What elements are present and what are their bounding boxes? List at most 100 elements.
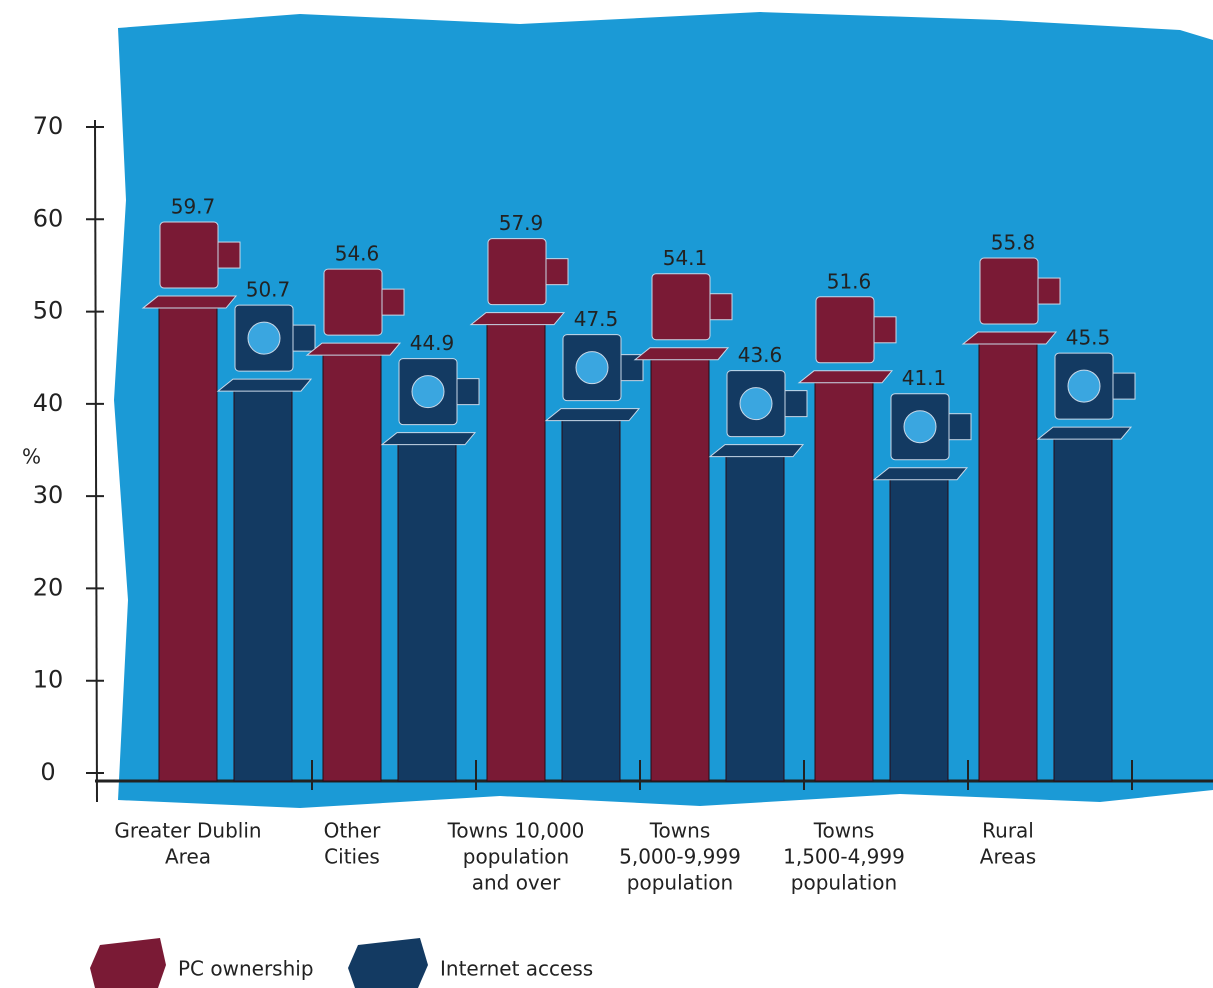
- bar-keyboard: [1036, 426, 1133, 440]
- bar-pillar: [814, 380, 874, 782]
- y-tick-label: 50: [33, 297, 64, 325]
- value-label: 51.6: [827, 269, 872, 293]
- bar-keyboard: [872, 467, 969, 481]
- value-label: 57.9: [499, 211, 544, 235]
- value-label: 55.8: [991, 231, 1036, 255]
- x-tick-label: Cities: [324, 845, 380, 869]
- bar-keyboard: [305, 342, 402, 356]
- x-tick-label: 1,500-4,999: [783, 845, 905, 869]
- y-tick-label: 60: [33, 204, 64, 232]
- bar-icon: [1067, 369, 1101, 403]
- value-label: 54.1: [663, 246, 708, 270]
- bar: [961, 257, 1061, 782]
- x-tick-label: population: [791, 871, 897, 895]
- bar-pillar: [561, 418, 621, 782]
- bar-pillar: [233, 388, 293, 782]
- bar: [380, 358, 480, 782]
- bar-monitor: [323, 268, 383, 336]
- y-tick-label: 10: [33, 666, 64, 694]
- x-tick-label: Areas: [980, 845, 1036, 869]
- bar-keyboard: [469, 312, 566, 326]
- x-tick-label: and over: [472, 871, 561, 895]
- bar-keyboard: [544, 408, 641, 422]
- y-axis-label: %: [22, 445, 41, 469]
- bar: [708, 370, 808, 782]
- legend-swatch-internet: [348, 938, 428, 988]
- bar-keyboard: [797, 370, 894, 384]
- x-tick-label: Towns: [813, 819, 875, 843]
- x-tick-label: population: [627, 871, 733, 895]
- y-tick-label: 30: [33, 481, 64, 509]
- bar-pillar: [725, 454, 785, 782]
- x-tick-label: Towns 10,000: [447, 819, 585, 843]
- bar: [797, 296, 897, 782]
- bar-monitor-back: [784, 390, 808, 418]
- x-tick-label: population: [463, 845, 569, 869]
- y-tick-label: 40: [33, 389, 64, 417]
- bar-monitor-back: [1037, 277, 1061, 305]
- bar: [305, 268, 405, 782]
- value-label: 59.7: [171, 195, 216, 219]
- value-label: 41.1: [902, 366, 947, 390]
- bar-keyboard: [961, 331, 1058, 345]
- x-tick-label: Towns: [649, 819, 711, 843]
- bar-monitor-back: [456, 378, 480, 406]
- bar-monitor: [651, 273, 711, 341]
- bar-monitor-back: [948, 413, 972, 441]
- bar-monitor-back: [1112, 372, 1136, 400]
- bar: [872, 393, 972, 782]
- bar-monitor-back: [381, 288, 405, 316]
- bar-pillar: [486, 322, 546, 782]
- bar-monitor: [979, 257, 1039, 325]
- value-label: 50.7: [246, 278, 291, 302]
- bar-pillar: [322, 352, 382, 782]
- bar-monitor-back: [217, 241, 241, 269]
- x-tick-label: Other: [324, 819, 382, 843]
- bar-pillar: [889, 477, 949, 782]
- bar-monitor: [815, 296, 875, 364]
- bar-icon: [247, 321, 281, 355]
- bar: [141, 221, 241, 782]
- y-axis: [94, 119, 98, 803]
- bar-pillar: [158, 305, 218, 782]
- bar-monitor-back: [620, 354, 644, 382]
- bar-icon: [903, 410, 937, 444]
- bar-keyboard: [380, 432, 477, 446]
- value-label: 54.6: [335, 242, 380, 266]
- x-tick-label: 5,000-9,999: [619, 845, 741, 869]
- bar-monitor-back: [873, 316, 897, 344]
- bar-pillar: [397, 442, 457, 782]
- bar: [544, 334, 644, 782]
- bar: [1036, 352, 1136, 782]
- bar: [633, 273, 733, 782]
- value-label: 43.6: [738, 343, 783, 367]
- x-tick-label: Rural: [982, 819, 1034, 843]
- bar-keyboard: [216, 378, 313, 392]
- value-label: 47.5: [574, 307, 619, 331]
- x-tick-label: Greater Dublin: [114, 819, 261, 843]
- bar-keyboard: [633, 347, 730, 361]
- bar-pillar: [978, 341, 1038, 782]
- value-label: 45.5: [1066, 326, 1111, 350]
- bar-icon: [739, 387, 773, 421]
- y-tick-label: 20: [33, 573, 64, 601]
- bar-monitor: [487, 238, 547, 306]
- x-tick-label: Area: [165, 845, 211, 869]
- bar-keyboard: [141, 295, 238, 309]
- bar-pillar: [650, 357, 710, 782]
- bar-icon: [575, 351, 609, 385]
- value-label: 44.9: [410, 331, 455, 355]
- y-tick-label: 0: [40, 758, 55, 786]
- bar: [216, 304, 316, 782]
- legend-swatch-pc: [90, 938, 166, 988]
- bar: [469, 238, 569, 782]
- bar-monitor-back: [545, 258, 569, 286]
- bar-monitor-back: [709, 293, 733, 321]
- bar-monitor: [159, 221, 219, 289]
- bar-monitor-back: [292, 324, 316, 352]
- y-tick-label: 70: [33, 112, 64, 140]
- legend-label: Internet access: [440, 957, 593, 981]
- bar-keyboard: [708, 444, 805, 458]
- bar-pillar: [1053, 436, 1113, 782]
